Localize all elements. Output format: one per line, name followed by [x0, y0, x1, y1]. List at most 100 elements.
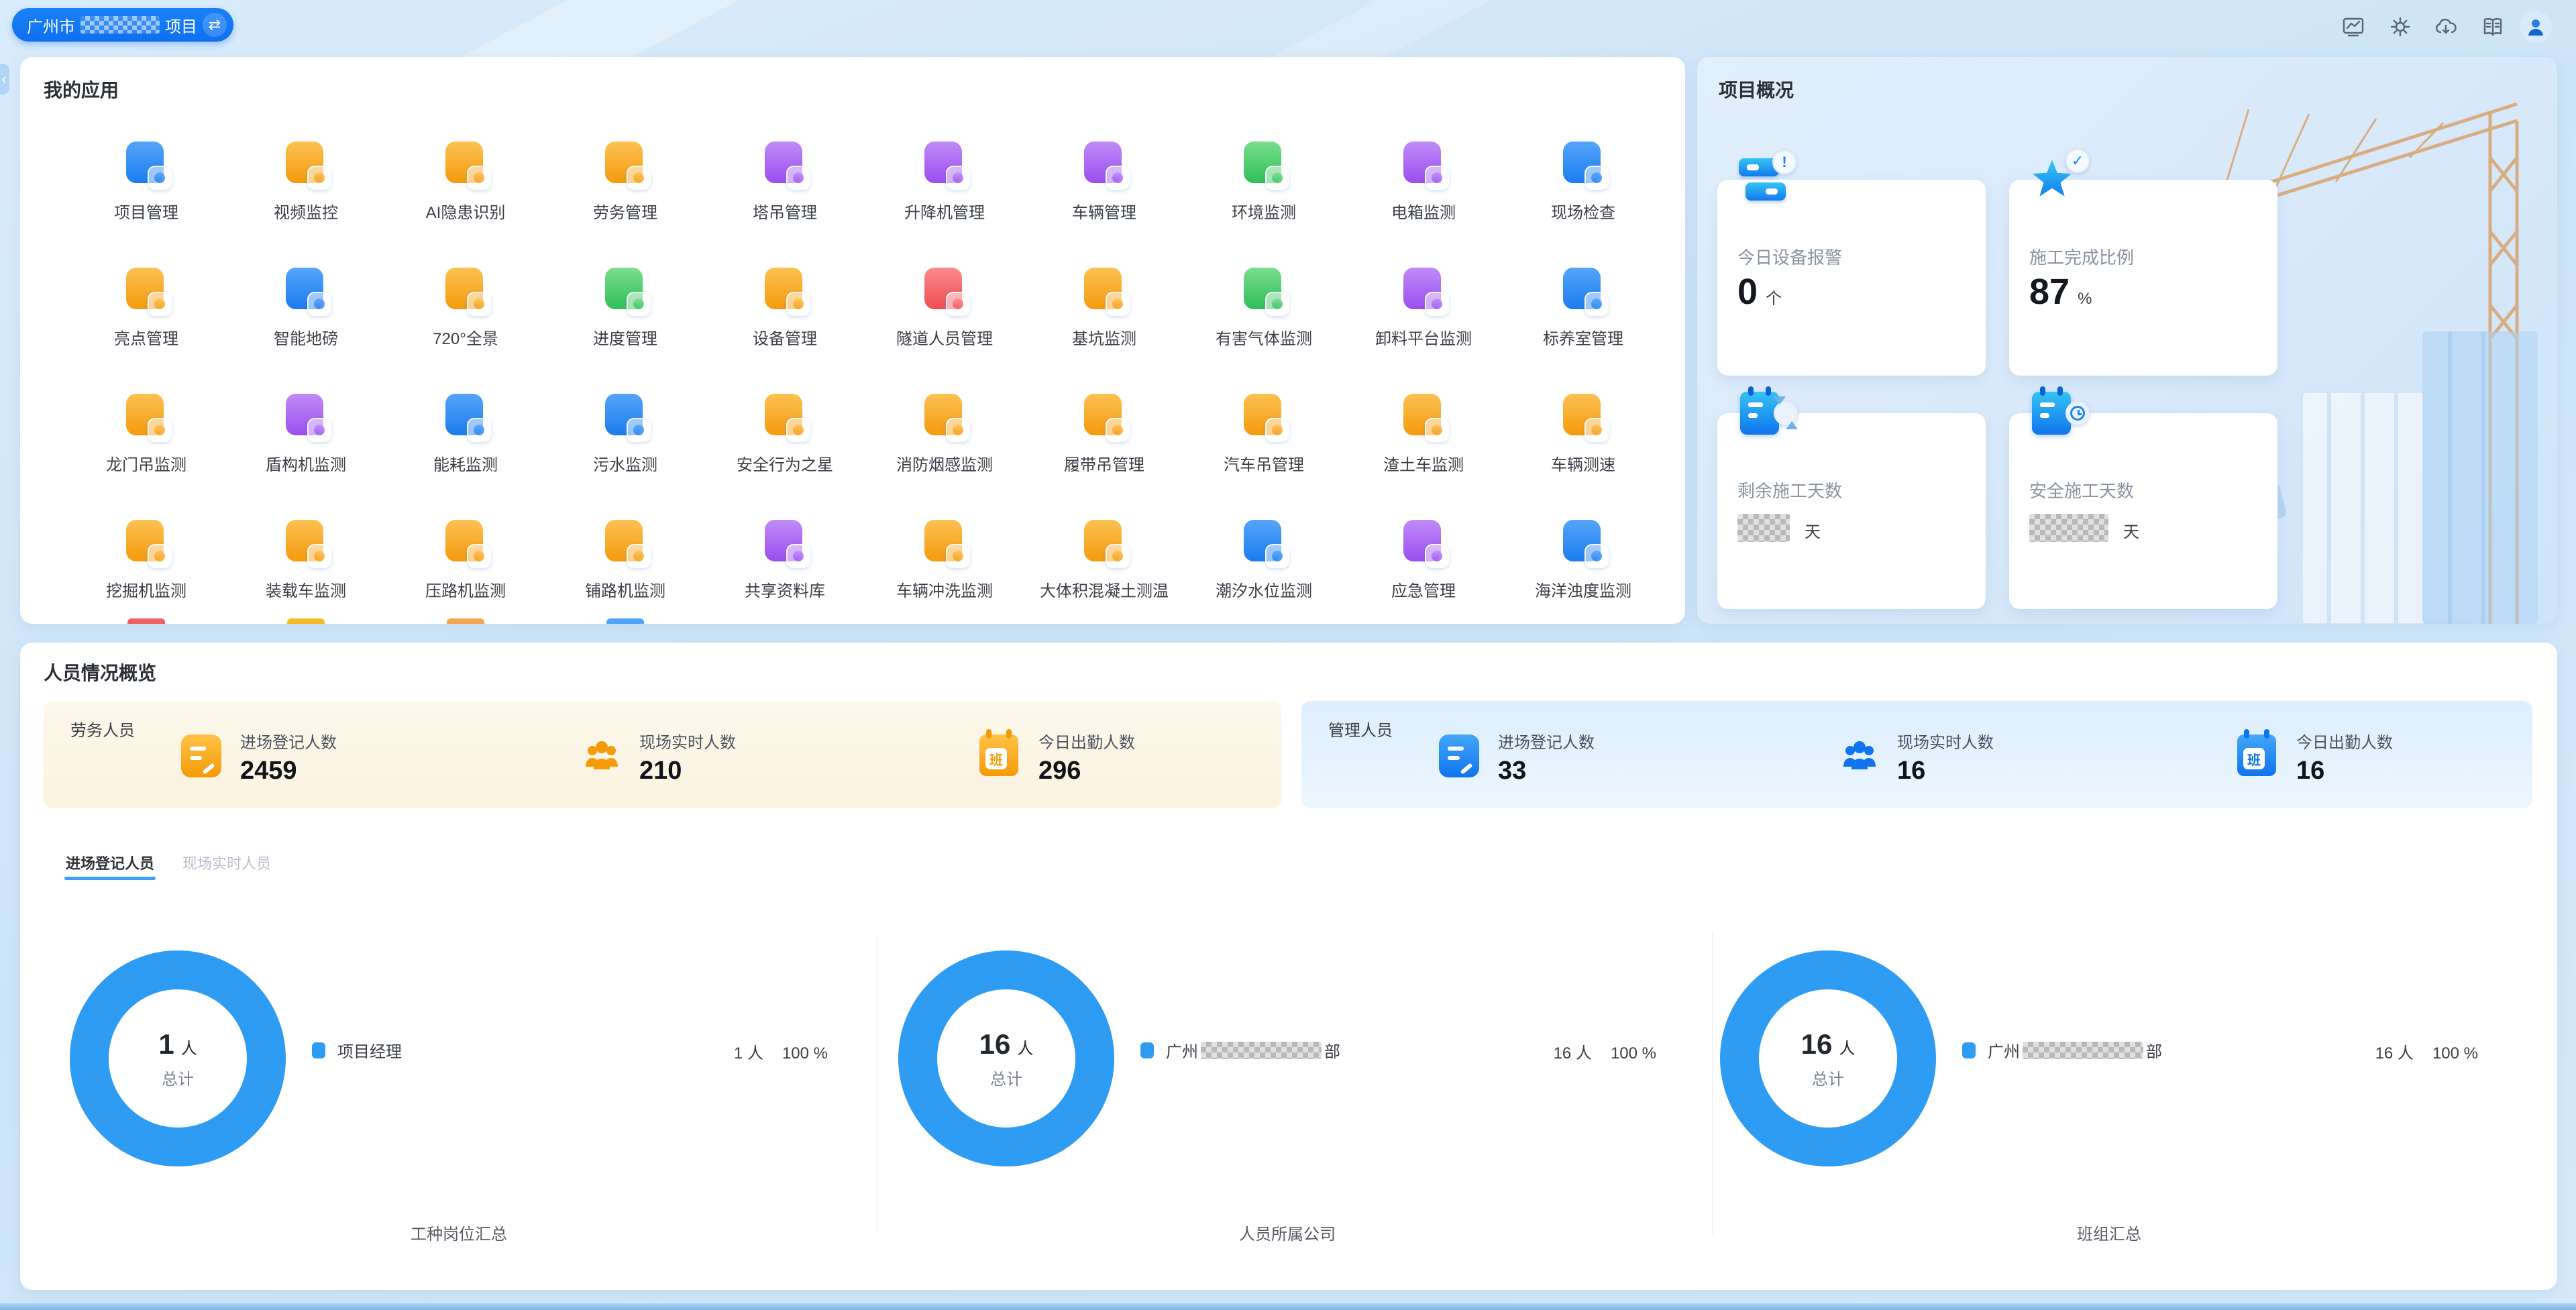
- register-icon: [181, 734, 224, 777]
- remaining-days-card: 剩余施工天数 天: [1717, 386, 1986, 609]
- legend-swatch: [1962, 1042, 1976, 1058]
- app-label: 电箱监测: [1391, 204, 1456, 222]
- team-chart: 16 人 总计 广州 部 16 人 100 % 班组汇总: [1693, 927, 2525, 1262]
- app-item[interactable]: 车辆管理: [1024, 138, 1184, 264]
- app-item[interactable]: 污水监测: [545, 390, 705, 516]
- app-item[interactable]: 环境监测: [1184, 138, 1344, 264]
- app-item[interactable]: AI隐患识别: [386, 138, 545, 264]
- app-item[interactable]: 压路机监测: [386, 516, 545, 624]
- app-item[interactable]: 标养室管理: [1503, 264, 1663, 390]
- app-item[interactable]: 进度管理: [545, 264, 705, 390]
- app-icon: [439, 264, 492, 317]
- device-alarm-icon: !: [1735, 149, 1799, 213]
- app-label: 车辆管理: [1072, 204, 1136, 222]
- project-overview-title: 项目概况: [1719, 80, 1794, 101]
- app-item[interactable]: 车辆冲洗监测: [865, 516, 1024, 624]
- app-item[interactable]: 塔吊管理: [705, 138, 865, 264]
- app-label: 塔吊管理: [753, 204, 817, 222]
- cloud-download-icon[interactable]: [2432, 13, 2459, 40]
- handbook-icon[interactable]: [2479, 13, 2506, 40]
- app-item[interactable]: 智能地磅: [226, 264, 386, 390]
- app-item[interactable]: 共享资料库: [705, 516, 865, 624]
- app-item[interactable]: 装载车监测: [226, 516, 386, 624]
- tab-registered-personnel[interactable]: 进场登记人员: [64, 852, 156, 880]
- app-item[interactable]: 升降机管理: [865, 138, 1024, 264]
- app-item[interactable]: 渣土车监测: [1344, 390, 1503, 516]
- app-item[interactable]: 应急管理: [1344, 516, 1503, 624]
- legend-item: 项目经理: [312, 1038, 402, 1062]
- personnel-tabs: 进场登记人员 现场实时人员: [64, 852, 272, 880]
- app-item[interactable]: 项目管理: [66, 138, 226, 264]
- app-item[interactable]: 盾构机监测: [226, 390, 386, 516]
- carousel-prev-arrow[interactable]: ‹: [0, 64, 9, 95]
- app-label: 海洋浊度监测: [1535, 582, 1631, 600]
- app-item[interactable]: 潮汐水位监测: [1184, 516, 1344, 624]
- app-item[interactable]: 能耗监测: [386, 390, 545, 516]
- app-item[interactable]: 车辆测速: [1503, 390, 1663, 516]
- app-item[interactable]: 基坑监测: [1024, 264, 1184, 390]
- app-icon: [119, 516, 173, 569]
- project-switcher-pill[interactable]: 广州市 项目 ⇄: [12, 8, 233, 42]
- app-item[interactable]: 现场检查: [1503, 138, 1663, 264]
- app-item[interactable]: 卸料平台监测: [1344, 264, 1503, 390]
- calendar-clock-icon: [2027, 382, 2091, 447]
- people-icon: [580, 734, 623, 777]
- app-icon: [439, 138, 492, 191]
- app-item[interactable]: 亮点管理: [66, 264, 226, 390]
- app-label: 应急管理: [1391, 582, 1456, 600]
- app-item[interactable]: 视频监控: [226, 138, 386, 264]
- app-item[interactable]: 汽车吊管理: [1184, 390, 1344, 516]
- chart-caption: 班组汇总: [2077, 1225, 2141, 1244]
- user-avatar[interactable]: [2520, 11, 2552, 43]
- app-icon: [439, 390, 492, 443]
- app-item[interactable]: 履带吊管理: [1024, 390, 1184, 516]
- project-name-prefix: 广州市: [27, 17, 75, 36]
- app-item[interactable]: 劳务管理: [545, 138, 705, 264]
- app-icon: [598, 264, 652, 317]
- card-label: 施工完成比例: [2029, 248, 2135, 268]
- card-value: 天: [2029, 504, 2139, 546]
- app-item[interactable]: 铺路机监测: [545, 516, 705, 624]
- app-item[interactable]: 龙门吊监测: [66, 390, 226, 516]
- switch-project-icon[interactable]: ⇄: [203, 13, 227, 37]
- app-item[interactable]: 安全行为之星: [705, 390, 865, 516]
- app-icon: [1077, 390, 1131, 443]
- app-item[interactable]: 电箱监测: [1344, 138, 1503, 264]
- apps-grid: 项目管理 视频监控 AI隐患识别 劳务管理 塔吊管理: [66, 138, 1663, 624]
- app-item[interactable]: 设备管理: [705, 264, 865, 390]
- app-item[interactable]: 有害气体监测: [1184, 264, 1344, 390]
- app-icon: [598, 516, 652, 569]
- app-icon: [1237, 390, 1291, 443]
- app-label: 压路机监测: [425, 582, 506, 600]
- app-label: 标养室管理: [1543, 330, 1623, 348]
- app-label: 履带吊管理: [1064, 456, 1144, 474]
- dashboard-monitor-icon[interactable]: [2340, 13, 2367, 40]
- card-value: 87%: [2029, 272, 2092, 312]
- app-item[interactable]: 大体积混凝土测温: [1024, 516, 1184, 624]
- app-label: 升降机管理: [904, 204, 985, 222]
- tab-onsite-personnel[interactable]: 现场实时人员: [182, 855, 272, 872]
- clipped-app-icon: [447, 618, 484, 624]
- app-item[interactable]: 消防烟感监测: [865, 390, 1024, 516]
- app-item[interactable]: 挖掘机监测: [66, 516, 226, 624]
- clipped-app-icon: [287, 618, 325, 624]
- app-label: 隧道人员管理: [896, 330, 993, 348]
- completion-ratio-card: ✓ 施工完成比例 87%: [2009, 149, 2277, 376]
- attendance-calendar-icon: 班: [979, 729, 1022, 777]
- app-icon: [598, 138, 652, 191]
- app-item[interactable]: 720°全景: [386, 264, 545, 390]
- app-label: 基坑监测: [1072, 330, 1136, 348]
- app-icon: [1397, 264, 1450, 317]
- card-value: 天: [1737, 504, 1821, 546]
- clipped-app-icon: [606, 618, 644, 624]
- redacted-value: [2029, 513, 2108, 542]
- top-bar: 广州市 项目 ⇄: [0, 0, 2576, 48]
- app-item[interactable]: 隧道人员管理: [865, 264, 1024, 390]
- app-label: 龙门吊监测: [106, 456, 186, 474]
- app-item[interactable]: 海洋浊度监测: [1503, 516, 1663, 624]
- donut-chart: 16 人 总计: [898, 950, 1114, 1166]
- settings-gear-icon[interactable]: [2387, 13, 2414, 40]
